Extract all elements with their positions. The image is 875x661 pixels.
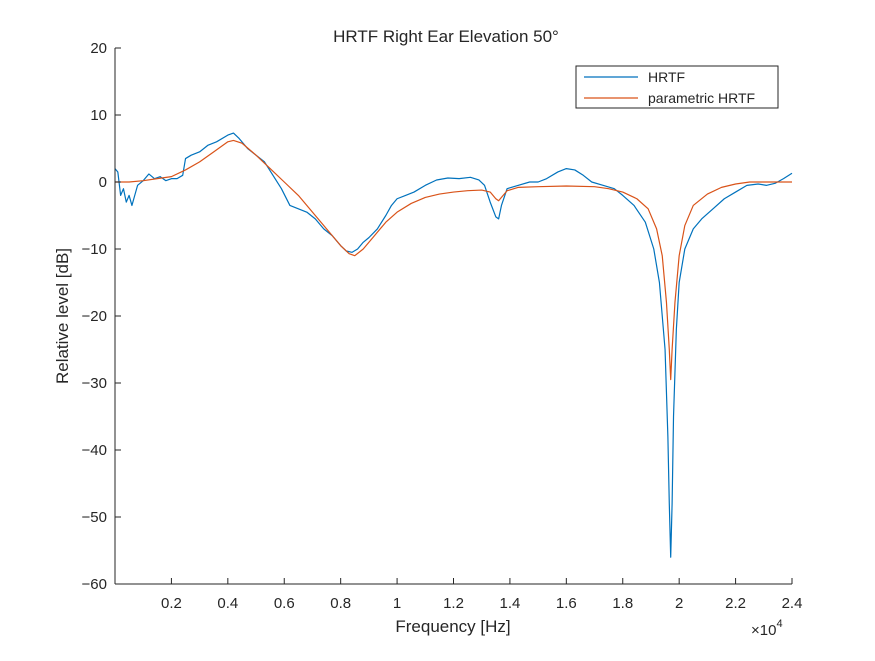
y-tick-label: 10 [90, 107, 107, 124]
x-exponent-base: ×10 [751, 622, 776, 639]
x-tick-label: 2.2 [725, 595, 746, 612]
svg-text:×104: ×104 [751, 618, 783, 639]
y-tick-label: 0 [99, 174, 107, 191]
x-tick-label: 1.8 [612, 595, 633, 612]
y-tick-label: 20 [90, 40, 107, 57]
x-axis-label: Frequency [Hz] [395, 617, 510, 636]
legend: HRTF parametric HRTF [575, 65, 779, 109]
x-tick-label: 2 [675, 595, 683, 612]
plot-background [115, 48, 792, 584]
legend-label-parametric-hrtf: parametric HRTF [648, 90, 755, 106]
y-tick-label: −10 [82, 241, 107, 258]
y-tick-label: −40 [82, 442, 107, 459]
y-tick-label: −20 [82, 308, 107, 325]
axes-layer [114, 47, 793, 585]
x-axis-exponent: ×104 [751, 618, 783, 639]
x-tick-label: 0.6 [274, 595, 295, 612]
y-tick-label: −50 [82, 509, 107, 526]
legend-label-hrtf: HRTF [648, 69, 685, 85]
x-tick-label: 0.8 [330, 595, 351, 612]
x-tick-label: 1.6 [556, 595, 577, 612]
series-line-parametric-hrtf [115, 139, 792, 381]
chart-title: HRTF Right Ear Elevation 50° [333, 27, 559, 46]
y-tick-label: −30 [82, 375, 107, 392]
legend-box [575, 65, 779, 109]
series-line-hrtf [114, 132, 793, 558]
y-axis-label: Relative level [dB] [53, 248, 72, 384]
series-layer [114, 132, 793, 558]
x-tick-label: 0.2 [161, 595, 182, 612]
y-tick-label: −60 [82, 576, 107, 593]
x-tick-label: 1 [393, 595, 401, 612]
x-tick-label: 1.4 [499, 595, 520, 612]
plot-area: 0.2 0.4 0.6 0.8 1 1.2 1.4 1.6 1.8 2 2.2 2.4 −60−50−… [82, 40, 803, 612]
x-tick-labels: 0.2 0.4 0.6 0.8 1 1.2 1.4 1.6 1.8 2 2.2 2.4 [161, 595, 802, 612]
x-tick-label: 0.4 [217, 595, 238, 612]
x-tick-label: 2.4 [782, 595, 803, 612]
y-tick-labels: −60 −50 −40 −30 −20 −10 0 10 20 [82, 40, 107, 593]
x-exponent-power: 4 [776, 618, 782, 630]
x-tick-label: 1.2 [443, 595, 464, 612]
